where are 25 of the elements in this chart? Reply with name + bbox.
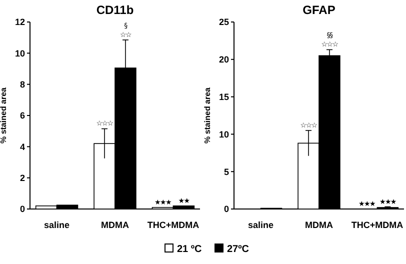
y-tick-label: 20: [218, 54, 229, 65]
y-tick-label: 5: [224, 166, 229, 177]
y-tick-label: 6: [20, 110, 25, 121]
y-tick-label: 10: [14, 48, 25, 58]
y-axis-title: % stained area: [203, 86, 212, 144]
x-tick-label: saline: [248, 220, 274, 230]
y-tick-label: 10: [218, 129, 229, 140]
y-tick-label: 15: [218, 92, 229, 102]
x-tick-label: THC+MDMA: [147, 220, 200, 230]
legend-label: 21 ºC: [177, 244, 202, 255]
y-tick-label: 0: [20, 204, 25, 214]
y-tick-label: 8: [20, 79, 25, 90]
legend-label: 27ºC: [227, 244, 249, 255]
x-tick-label: MDMA: [305, 220, 334, 230]
y-tick-label: 4: [20, 142, 25, 152]
y-tick-label: 2: [20, 172, 25, 183]
x-tick-label: MDMA: [101, 220, 130, 230]
x-tick-label: saline: [44, 220, 70, 230]
y-axis-title: % stained area: [0, 86, 8, 144]
y-tick-label: 0: [224, 204, 229, 214]
chart-title: CD11b: [96, 3, 134, 17]
x-tick-label: THC+MDMA: [351, 220, 404, 230]
y-tick-label: 25: [218, 17, 229, 28]
chart-title: GFAP: [302, 3, 336, 17]
y-tick-label: 12: [14, 17, 25, 28]
